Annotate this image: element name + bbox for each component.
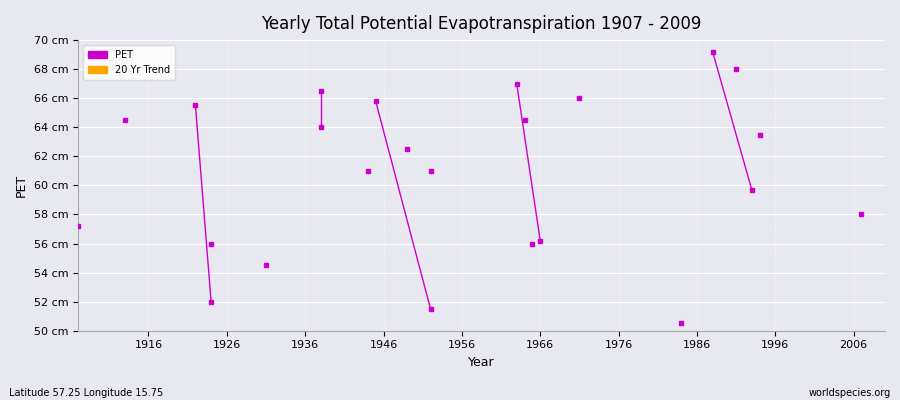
Legend: PET, 20 Yr Trend: PET, 20 Yr Trend	[83, 45, 175, 80]
X-axis label: Year: Year	[468, 356, 495, 369]
Y-axis label: PET: PET	[15, 174, 28, 197]
Text: Latitude 57.25 Longitude 15.75: Latitude 57.25 Longitude 15.75	[9, 388, 163, 398]
Title: Yearly Total Potential Evapotranspiration 1907 - 2009: Yearly Total Potential Evapotranspiratio…	[261, 15, 702, 33]
Text: worldspecies.org: worldspecies.org	[809, 388, 891, 398]
